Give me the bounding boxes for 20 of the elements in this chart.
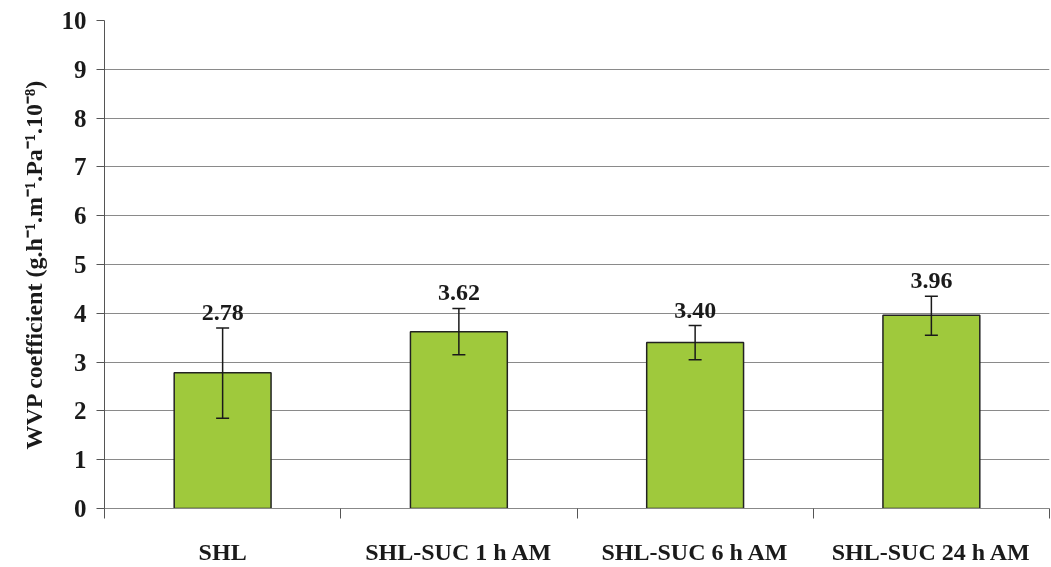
x-tick-label: SHL-SUC 24 h AM: [831, 538, 1030, 565]
y-tick-label: 9: [74, 55, 87, 83]
y-tick-label: 10: [61, 7, 87, 34]
data-label: 3.96: [910, 267, 953, 294]
data-label: 3.40: [674, 296, 717, 323]
data-label: 2.78: [201, 298, 244, 325]
data-label: 3.62: [437, 279, 480, 306]
y-tick-label: 6: [74, 202, 87, 230]
y-axis-title: WVP coefficient (g.h⁻¹.m⁻¹.Pa⁻¹.10⁻⁸): [20, 80, 47, 450]
y-tick-label: 1: [74, 446, 87, 474]
y-tick-label: 4: [74, 299, 87, 327]
y-tick-label: 8: [74, 104, 87, 132]
y-tick-label: 7: [74, 153, 87, 181]
y-tick-label: 0: [74, 495, 87, 522]
x-tick-label: SHL: [198, 538, 247, 565]
y-tick-label: 5: [74, 251, 87, 278]
x-tick-label: SHL-SUC 1 h AM: [365, 538, 552, 565]
y-tick-label: 3: [74, 348, 87, 376]
x-tick-label: SHL-SUC 6 h AM: [601, 538, 788, 565]
y-tick-label: 2: [74, 397, 87, 425]
